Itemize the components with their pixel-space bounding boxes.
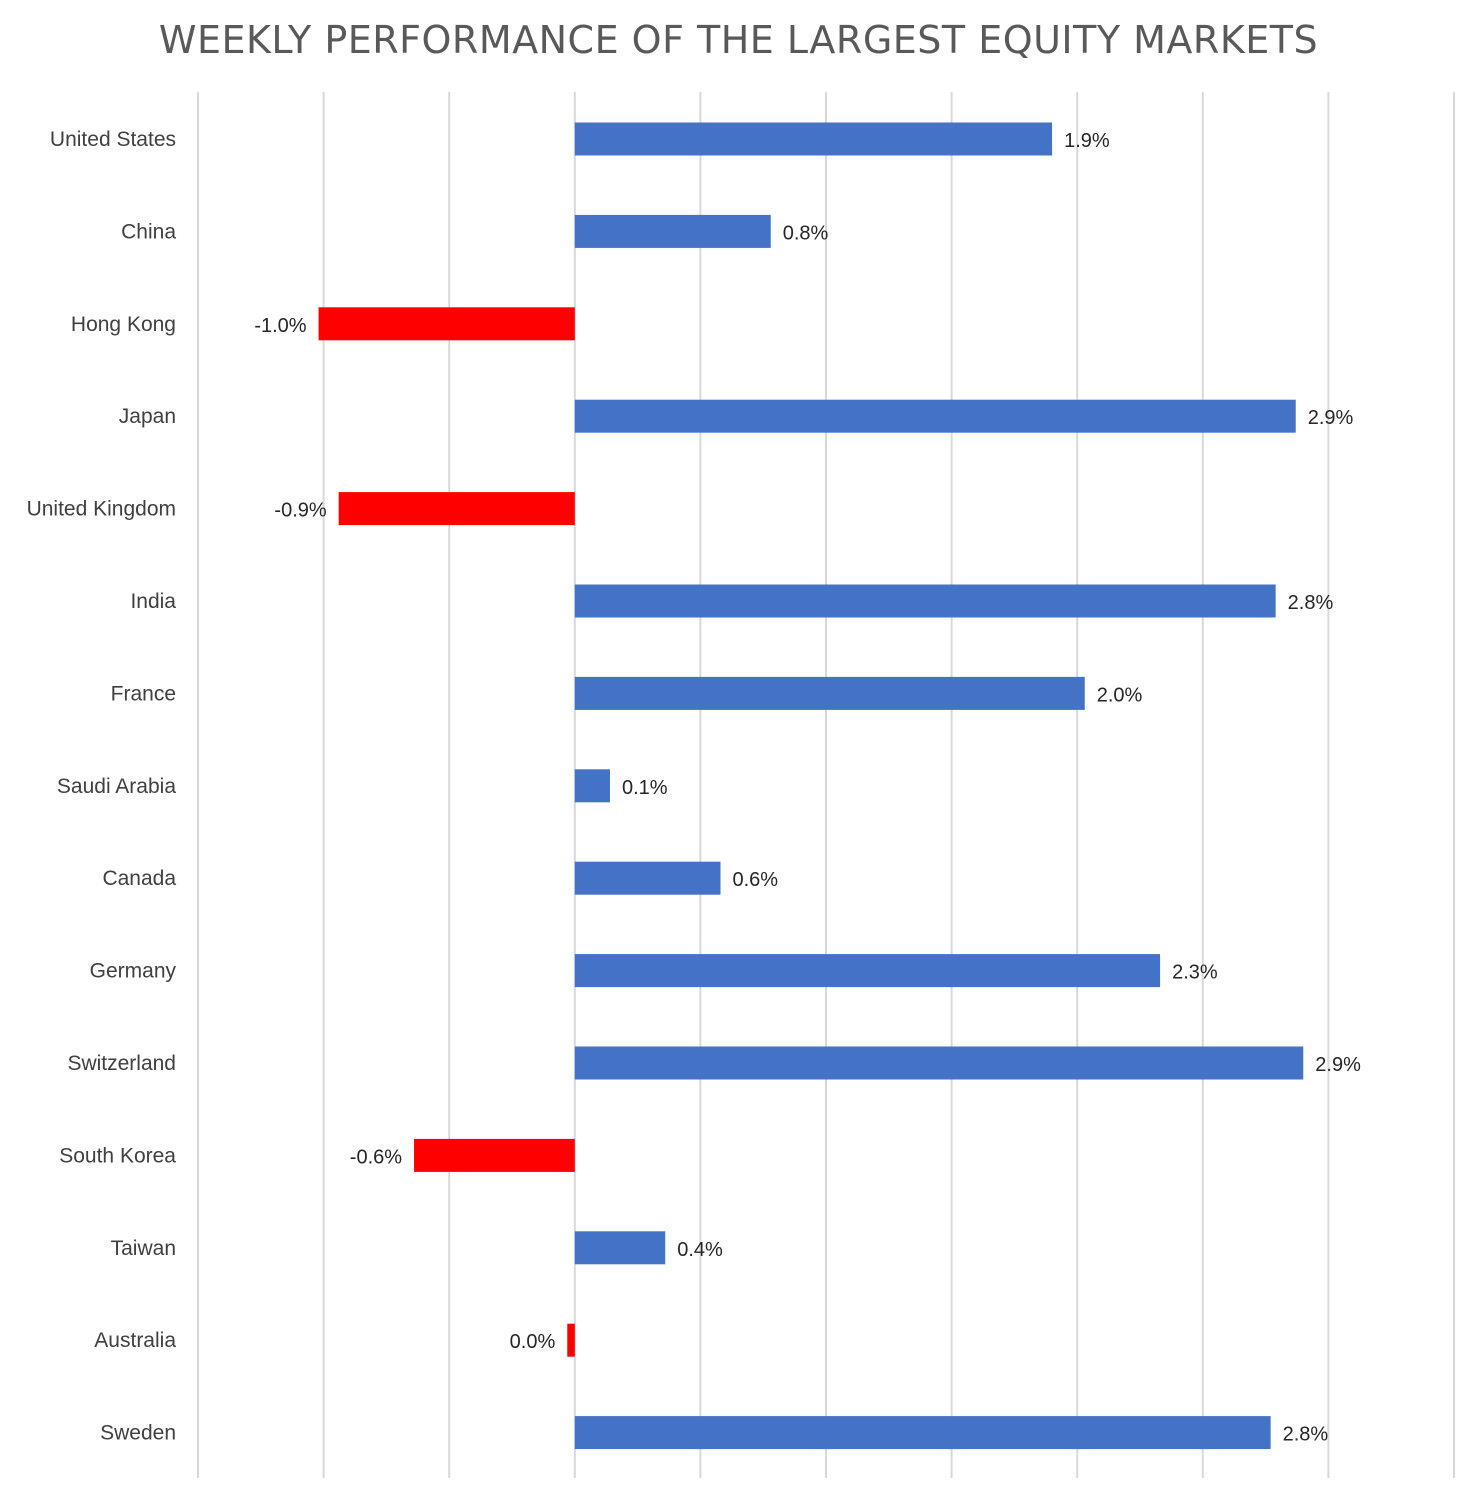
data-label: 2.3% bbox=[1172, 962, 1218, 984]
bar-hong-kong bbox=[318, 307, 575, 341]
data-label: 2.8% bbox=[1283, 1424, 1329, 1446]
bar-china bbox=[574, 214, 771, 248]
bar-canada bbox=[574, 861, 721, 895]
bar-india bbox=[574, 584, 1276, 618]
data-label: -0.6% bbox=[350, 1146, 402, 1168]
data-label: -0.9% bbox=[274, 500, 326, 522]
bar-united-kingdom bbox=[338, 492, 575, 526]
bar-japan bbox=[574, 399, 1296, 433]
category-label: Australia bbox=[94, 1329, 176, 1352]
category-labels: United States China Hong Kong Japan United K… bbox=[27, 128, 177, 1445]
category-label: United States bbox=[50, 128, 176, 151]
gridlines bbox=[197, 92, 1455, 1478]
category-label: Saudi Arabia bbox=[57, 775, 176, 798]
data-label: 0.4% bbox=[677, 1239, 723, 1261]
bar-saudi-arabia bbox=[574, 769, 610, 803]
bar-france bbox=[574, 676, 1085, 710]
data-label: 0.8% bbox=[783, 222, 829, 244]
category-label: South Korea bbox=[59, 1144, 176, 1167]
data-label: 0.0% bbox=[510, 1331, 556, 1353]
category-label: France bbox=[111, 682, 176, 705]
bar-south-korea bbox=[414, 1138, 575, 1172]
category-label: Sweden bbox=[100, 1422, 176, 1445]
data-label: 2.9% bbox=[1315, 1054, 1361, 1076]
category-label: Canada bbox=[102, 867, 176, 890]
data-label: -1.0% bbox=[254, 315, 306, 337]
bar-taiwan bbox=[574, 1231, 666, 1265]
chart-title: WEEKLY PERFORMANCE OF THE LARGEST EQUITY… bbox=[158, 18, 1319, 62]
data-label: 1.9% bbox=[1064, 130, 1110, 152]
bar-sweden bbox=[574, 1416, 1271, 1450]
category-label: Taiwan bbox=[111, 1237, 176, 1260]
data-label: 0.1% bbox=[622, 777, 668, 799]
bar-switzerland bbox=[574, 1046, 1304, 1080]
category-label: China bbox=[121, 220, 176, 243]
data-label: 2.8% bbox=[1288, 592, 1334, 614]
bars bbox=[318, 122, 1304, 1450]
category-label: Switzerland bbox=[67, 1052, 176, 1075]
data-label: 2.0% bbox=[1097, 684, 1143, 706]
bar-australia bbox=[567, 1323, 575, 1357]
category-label: Japan bbox=[119, 405, 176, 428]
category-label: India bbox=[130, 590, 176, 613]
data-label: 0.6% bbox=[732, 869, 778, 891]
bar-united-states bbox=[574, 122, 1053, 156]
data-label: 2.9% bbox=[1308, 407, 1354, 429]
data-labels: 1.9% 0.8% -1.0% 2.9% -0.9% 2.8% 2.0% 0.1% 0.6% 2.… bbox=[254, 130, 1361, 1446]
category-label: Hong Kong bbox=[71, 313, 176, 336]
bar-germany bbox=[574, 954, 1161, 988]
category-label: Germany bbox=[90, 960, 177, 983]
category-label: United Kingdom bbox=[27, 498, 176, 521]
